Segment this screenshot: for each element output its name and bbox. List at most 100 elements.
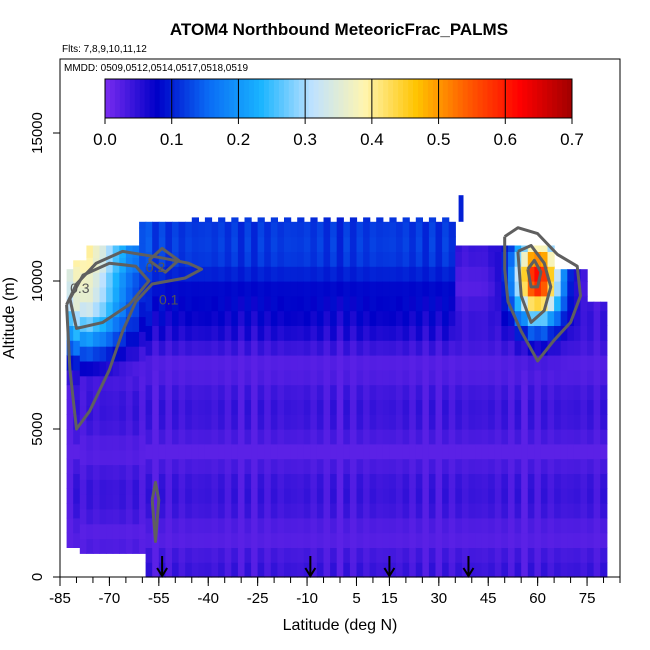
- heatmap-cell: [211, 473, 219, 489]
- heatmap-cell: [389, 547, 397, 563]
- heatmap-cell: [554, 443, 562, 460]
- contour-label: 0.3: [70, 280, 90, 296]
- heatmap-cell: [415, 473, 423, 489]
- heatmap-cell: [323, 325, 331, 341]
- heatmap-cell: [264, 384, 272, 400]
- heatmap-cell: [600, 301, 608, 312]
- heatmap-cell: [336, 251, 344, 267]
- heatmap-cell: [297, 281, 305, 297]
- heatmap-cell: [112, 301, 120, 318]
- heatmap-cell: [494, 295, 502, 312]
- heatmap-cell: [231, 517, 239, 534]
- heatmap-cell: [218, 399, 226, 415]
- colorbar-swatch: [333, 79, 339, 118]
- heatmap-cell: [481, 473, 489, 489]
- heatmap-cell: [257, 236, 265, 252]
- heatmap-cell: [297, 503, 305, 519]
- heatmap-cell: [343, 295, 351, 312]
- heatmap-cell: [514, 532, 522, 548]
- heatmap-cell: [349, 503, 358, 519]
- heatmap-cell: [79, 434, 87, 451]
- heatmap-cell: [198, 325, 206, 341]
- heatmap-cell: [237, 532, 246, 548]
- heatmap-cell: [534, 473, 542, 489]
- heatmap-cell: [435, 251, 443, 267]
- heatmap-cell: [251, 414, 259, 430]
- heatmap-cell: [488, 295, 496, 312]
- heatmap-cell: [580, 310, 588, 326]
- heatmap-cell: [428, 503, 437, 519]
- heatmap-cell: [185, 325, 193, 341]
- heatmap-cell: [73, 369, 81, 386]
- heatmap-cell: [494, 355, 502, 371]
- heatmap-cell: [237, 325, 246, 341]
- heatmap-cell: [580, 384, 588, 400]
- heatmap-cell: [600, 473, 608, 489]
- heatmap-cell: [567, 281, 575, 297]
- heatmap-cell: [349, 517, 358, 534]
- heatmap-cell: [547, 488, 555, 504]
- heatmap-cell: [73, 384, 81, 400]
- heatmap-cell: [139, 242, 147, 258]
- heatmap-cell: [211, 399, 219, 415]
- heatmap-cell: [277, 384, 285, 400]
- heatmap-cell: [224, 503, 232, 519]
- heatmap-cell: [514, 443, 522, 460]
- heatmap-cell: [422, 369, 430, 386]
- heatmap-cell: [461, 266, 470, 282]
- heatmap-cell: [165, 458, 173, 474]
- heatmap-cell: [376, 295, 384, 312]
- heatmap-cell: [567, 384, 575, 400]
- heatmap-cell: [106, 434, 114, 451]
- heatmap-cell: [527, 295, 535, 312]
- heatmap-cell: [119, 331, 127, 347]
- heatmap-cell: [316, 414, 325, 430]
- y-axis-label: Altitude (m): [1, 277, 18, 359]
- heatmap-cell: [303, 384, 311, 400]
- heatmap-cell: [218, 384, 226, 400]
- colorbar-swatch: [537, 79, 543, 118]
- heatmap-cell: [593, 562, 601, 578]
- heatmap-cell: [488, 473, 496, 489]
- heatmap-cell: [494, 325, 502, 341]
- heatmap-cell: [396, 429, 404, 445]
- heatmap-cell: [508, 547, 516, 563]
- heatmap-cell: [191, 340, 199, 356]
- x-axis-label: Latitude (deg N): [283, 617, 398, 634]
- heatmap-cell: [382, 458, 390, 474]
- heatmap-cell: [119, 464, 127, 480]
- heatmap-cell: [488, 355, 496, 371]
- heatmap-cell: [376, 236, 384, 252]
- heatmap-cell: [567, 473, 575, 489]
- heatmap-cell: [244, 488, 252, 504]
- heatmap-cell: [145, 429, 153, 445]
- heatmap-cell: [125, 331, 134, 347]
- heatmap-cell: [435, 414, 443, 430]
- heatmap-cell: [461, 251, 470, 267]
- heatmap-cell: [244, 473, 252, 489]
- heatmap-cell: [125, 464, 134, 480]
- heatmap-cell: [343, 325, 351, 341]
- heatmap-cell: [540, 399, 549, 415]
- heatmap-cell: [125, 390, 134, 406]
- heatmap-cell: [475, 547, 483, 563]
- heatmap-cell: [237, 562, 246, 578]
- heatmap-cell: [336, 217, 344, 223]
- heatmap-cell: [165, 384, 173, 400]
- heatmap-cell: [165, 355, 173, 371]
- heatmap-cell: [363, 458, 371, 474]
- heatmap-cell: [461, 414, 470, 430]
- heatmap-cell: [382, 251, 390, 267]
- heatmap-cell: [435, 443, 443, 460]
- heatmap-cell: [481, 562, 489, 578]
- heatmap-cell: [547, 310, 555, 326]
- heatmap-cell: [330, 429, 338, 445]
- heatmap-cell: [455, 517, 463, 534]
- heatmap-cell: [435, 369, 443, 386]
- heatmap-cell: [442, 340, 450, 356]
- heatmap-cell: [264, 266, 272, 282]
- x-tick-label: -10: [296, 590, 318, 607]
- heatmap-cell: [567, 325, 575, 341]
- heatmap-cell: [303, 310, 311, 326]
- heatmap-cell: [396, 517, 404, 534]
